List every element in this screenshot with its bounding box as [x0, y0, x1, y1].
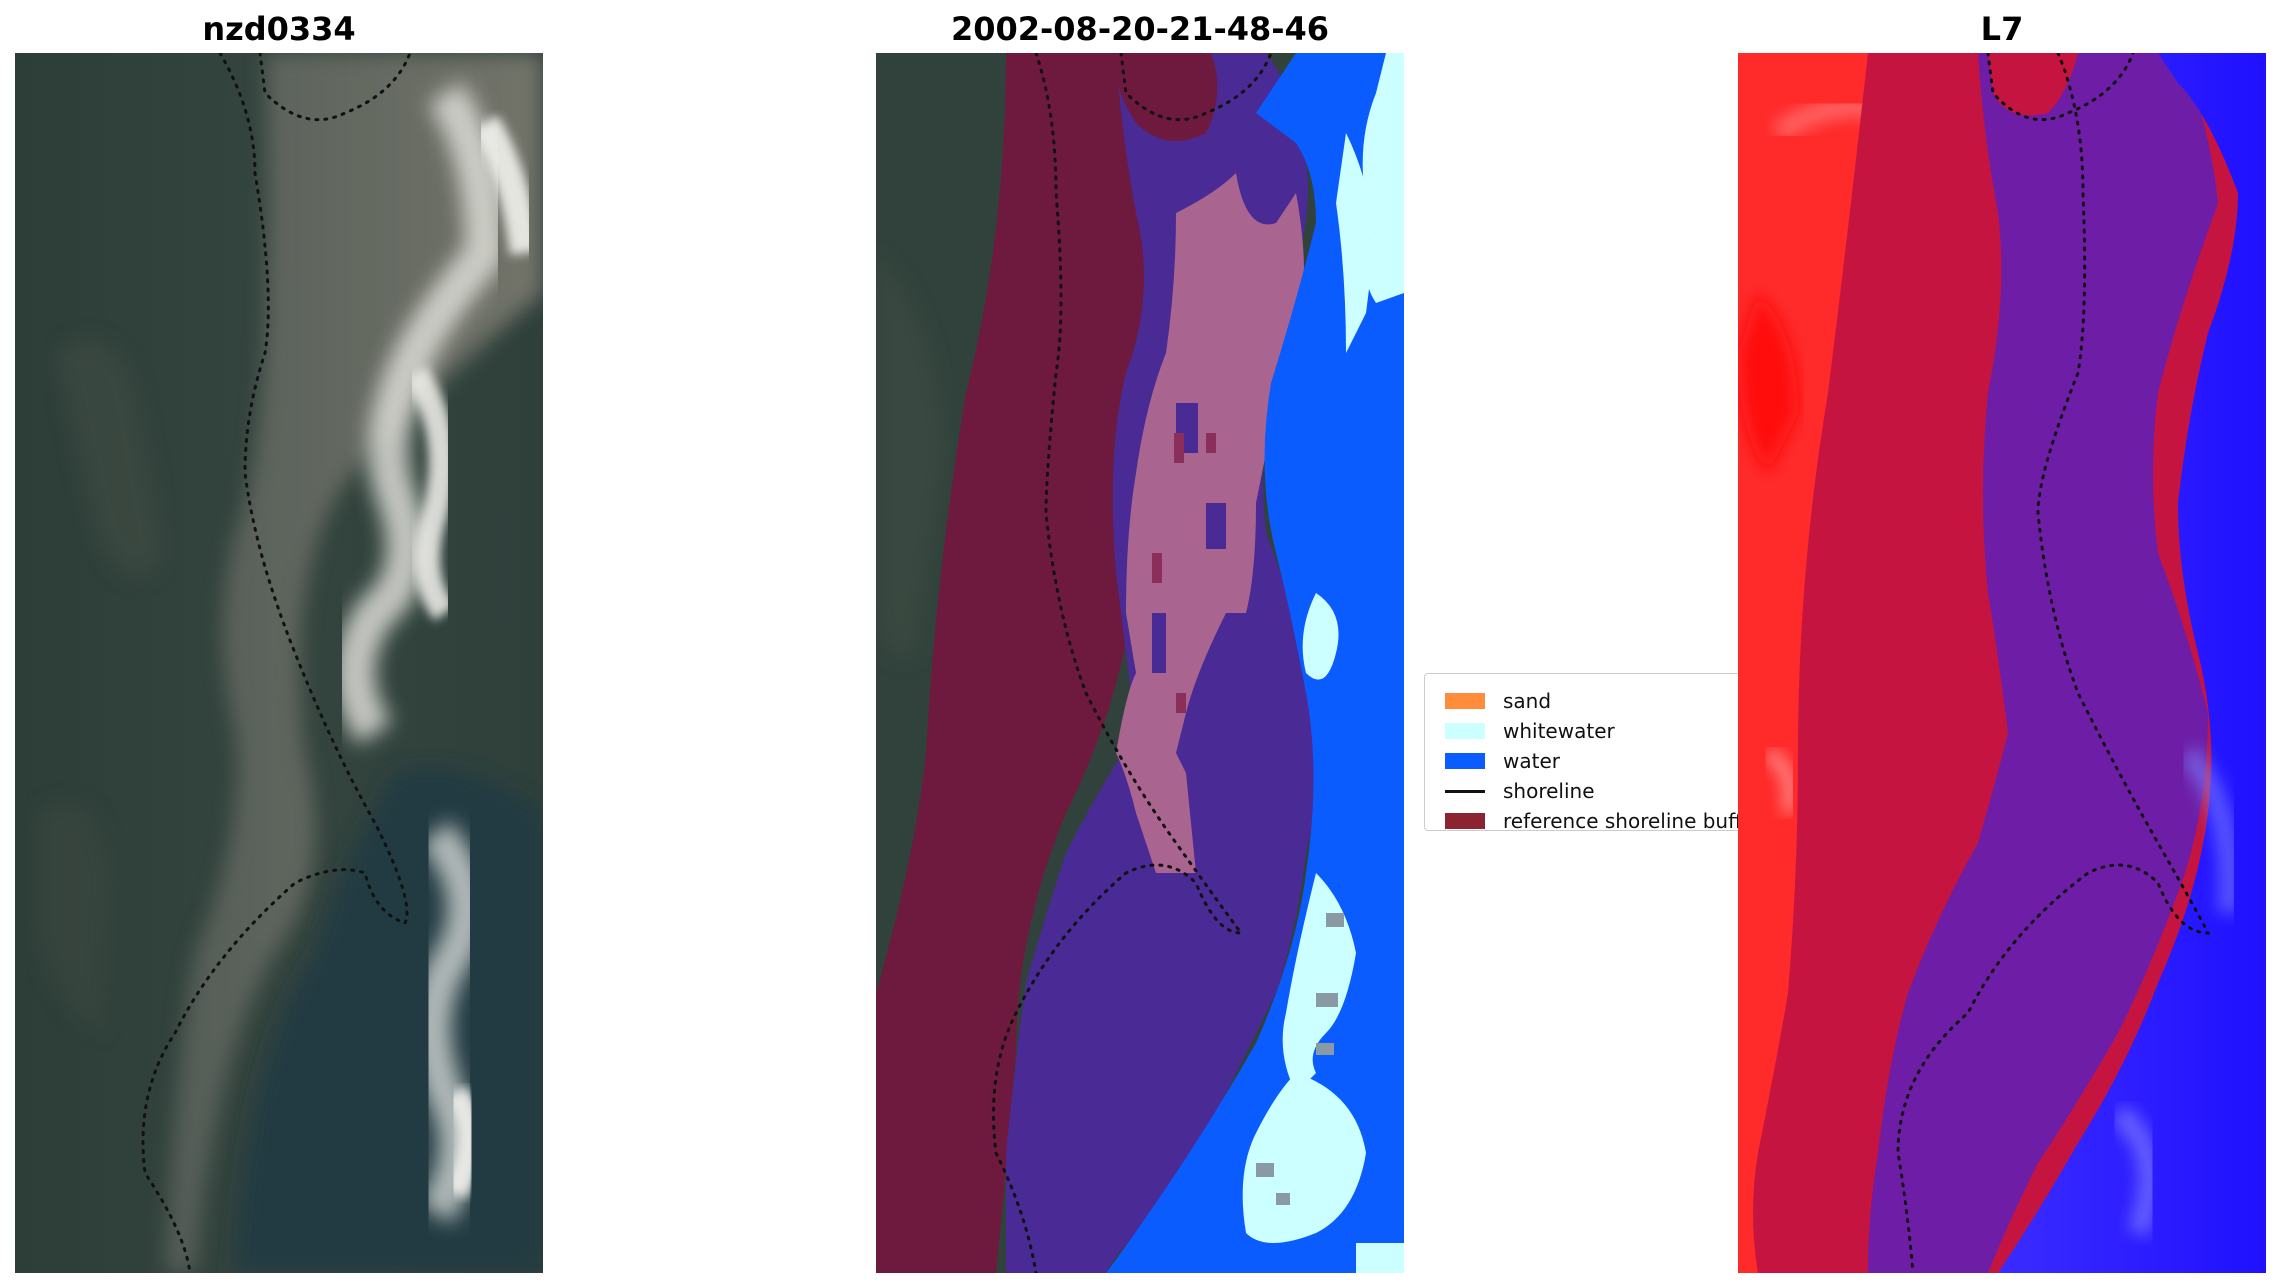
legend-item-water: water — [1445, 748, 1560, 774]
legend-swatch-reference-buffer — [1445, 813, 1485, 829]
legend-swatch-sand — [1445, 693, 1485, 709]
legend-swatch-whitewater — [1445, 723, 1485, 739]
rgb-satellite-image — [15, 53, 543, 1273]
legend-label-water: water — [1503, 749, 1560, 773]
right-panel-title: L7 — [1980, 10, 2024, 48]
legend-label-reference-buffer: reference shoreline buff — [1503, 809, 1742, 831]
legend-item-whitewater: whitewater — [1445, 718, 1615, 744]
legend-label-sand: sand — [1503, 689, 1552, 713]
index-panel — [1738, 53, 2266, 1273]
classification-panel — [876, 53, 1404, 1273]
legend-item-shoreline: shoreline — [1445, 778, 1595, 804]
middle-panel-title: 2002-08-20-21-48-46 — [950, 10, 1330, 48]
legend-item-sand: sand — [1445, 688, 1551, 714]
left-panel-title: nzd0334 — [202, 10, 356, 48]
l7-index-image — [1738, 53, 2266, 1273]
legend-label-whitewater: whitewater — [1503, 719, 1615, 743]
legend-swatch-water — [1445, 753, 1485, 769]
legend-line-shoreline — [1445, 789, 1485, 793]
legend-label-shoreline: shoreline — [1503, 779, 1595, 803]
rgb-image-panel — [15, 53, 543, 1273]
classification-image — [876, 53, 1404, 1273]
legend: sand whitewater water shoreline referenc… — [1424, 673, 1744, 831]
legend-item-reference-buffer: reference shoreline buff — [1445, 808, 1742, 831]
